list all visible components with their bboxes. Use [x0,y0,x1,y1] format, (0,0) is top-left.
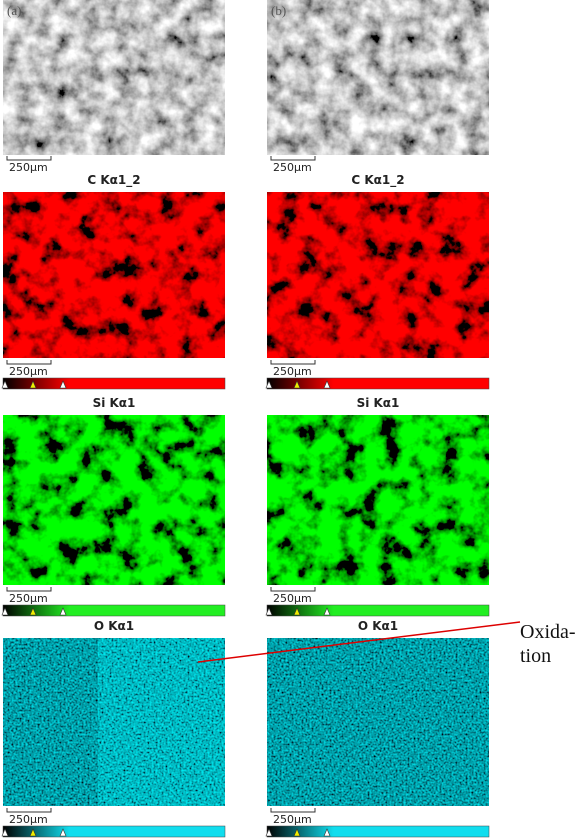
color-bar [266,604,490,617]
sem-image [267,0,489,155]
map-title: Si Kα1 [357,396,400,410]
element-map [3,415,225,585]
color-bar [266,825,490,838]
color-marker [293,607,301,616]
color-bar [2,604,226,617]
map-title: O Kα1 [358,619,398,633]
scale-bar [6,360,52,365]
scale-label: 250µm [9,161,48,174]
scale-bar [270,360,316,365]
color-marker [293,380,301,389]
scale-label: 250µm [9,813,48,826]
color-marker [323,380,331,389]
color-marker [293,828,301,837]
scale-bar [270,808,316,813]
scale-bar [270,156,316,161]
map-title: C Kα1_2 [87,173,140,188]
sem-image [3,0,225,155]
map-title: C Kα1_2 [351,173,404,188]
scale-label: 250µm [9,592,48,605]
oxidation-region [98,638,225,806]
color-marker [323,828,331,837]
panel-label: (a) [7,3,21,18]
annotation-line [197,621,521,663]
color-marker [1,828,9,837]
scale-bar [6,808,52,813]
scale-label: 250µm [273,365,312,378]
scale-bar [270,587,316,592]
annotation: Oxida- [520,621,576,643]
map-title: Si Kα1 [93,396,136,410]
scale-label: 250µm [273,592,312,605]
color-marker [29,607,37,616]
color-marker [265,607,273,616]
scale-label: 250µm [273,813,312,826]
map-title: O Kα1 [94,619,134,633]
scale-bar [6,587,52,592]
color-marker [59,828,67,837]
color-marker [59,607,67,616]
color-marker [323,607,331,616]
scale-label: 250µm [273,161,312,174]
color-marker [265,828,273,837]
color-bar [2,825,226,838]
color-marker [59,380,67,389]
color-marker [1,607,9,616]
color-marker [29,828,37,837]
element-map [267,415,489,585]
scale-bar [6,156,52,161]
element-map [267,638,489,806]
color-bar [266,377,490,390]
element-map [267,192,489,358]
scale-label: 250µm [9,365,48,378]
color-marker [1,380,9,389]
element-map [3,192,225,358]
color-bar [2,377,226,390]
panel-label: (b) [271,3,286,18]
annotation: tion [520,645,551,667]
color-marker [265,380,273,389]
color-marker [29,380,37,389]
